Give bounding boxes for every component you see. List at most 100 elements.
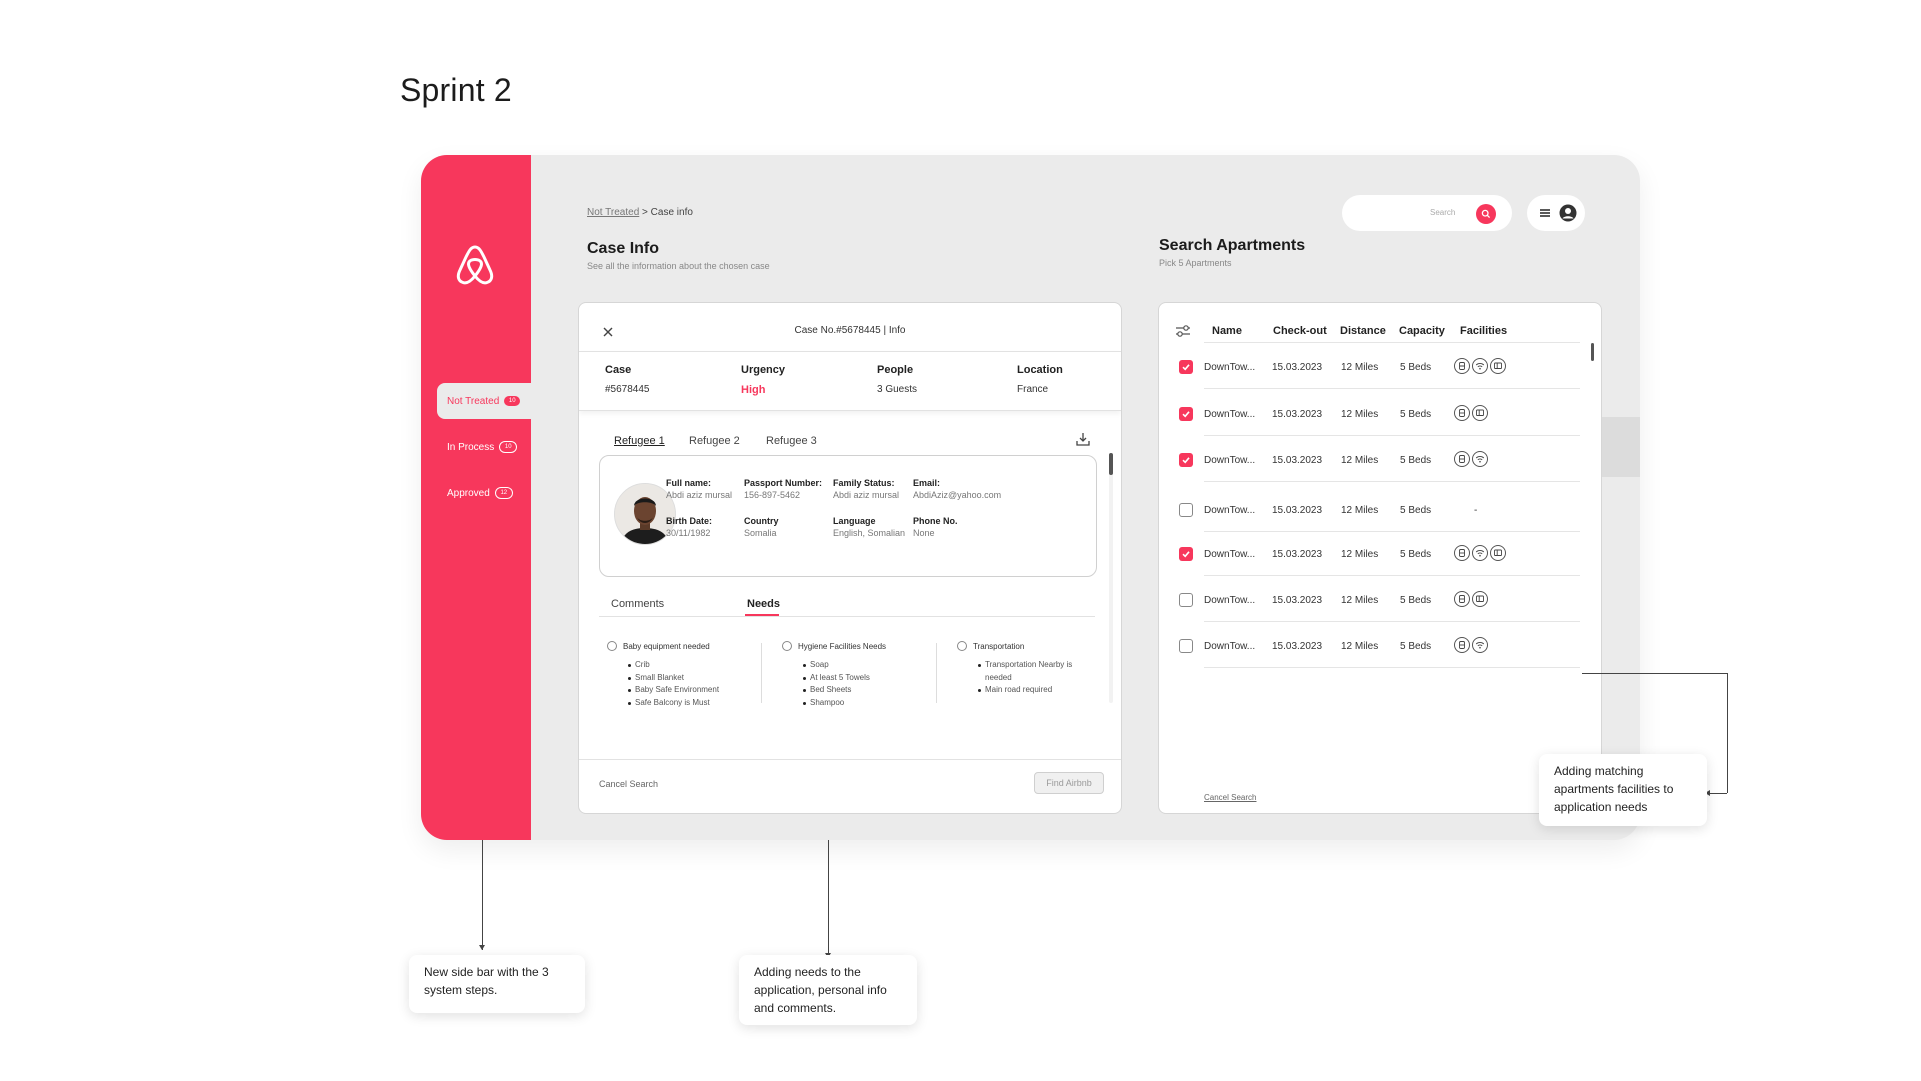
scrollbar-track[interactable] <box>1109 453 1113 703</box>
row-checkbox[interactable] <box>1179 453 1193 467</box>
bath-icon <box>1454 451 1470 467</box>
country-field: Country Somalia <box>744 516 779 538</box>
row-divider <box>1204 667 1580 668</box>
table-row[interactable]: DownTow... 15.03.2023 12 Miles 5 Beds <box>1159 436 1601 482</box>
sidebar-item-label: In Process <box>447 441 495 453</box>
distance-value: 12 Miles <box>1341 409 1379 420</box>
case-info-title: Case Info <box>587 240 660 257</box>
need-group-transportation: Transportation Transportation Nearby is … <box>957 641 1097 697</box>
birth-date-field: Birth Date: 30/11/1982 <box>666 516 712 538</box>
location-field: Location France <box>1017 364 1063 395</box>
breadcrumb-current: Case info <box>650 207 693 218</box>
close-icon[interactable] <box>601 325 615 339</box>
distance-value: 12 Miles <box>1341 595 1379 606</box>
cancel-search-link[interactable]: Cancel Search <box>1204 793 1257 802</box>
capacity-value: 5 Beds <box>1400 455 1432 466</box>
sidebar-item-not-treated[interactable]: Not Treated 10 <box>437 383 531 419</box>
tab-refugee-1[interactable]: Refugee 1 <box>614 435 665 447</box>
facility-icons <box>1454 545 1506 561</box>
row-checkbox[interactable] <box>1179 360 1193 374</box>
hamburger-icon <box>1540 209 1550 217</box>
wifi-icon <box>1472 545 1488 561</box>
count-badge: 10 <box>499 441 518 453</box>
field-label: Language <box>833 516 876 526</box>
checkout-date: 15.03.2023 <box>1272 595 1323 606</box>
case-info-card: Case No.#5678445 | Info Case #5678445 Ur… <box>578 302 1122 814</box>
table-row[interactable]: DownTow... 15.03.2023 12 Miles 5 Beds <box>1159 343 1601 389</box>
table-row[interactable]: DownTow... 15.03.2023 12 Miles 5 Beds <box>1159 390 1601 436</box>
case-footer: Cancel Search Find Airbnb <box>579 759 1121 813</box>
list-item: Baby Safe Environment <box>627 684 719 697</box>
search-button[interactable] <box>1476 204 1496 224</box>
email-field: Email: AbdiAziz@yahoo.com <box>913 478 1001 500</box>
column-header-capacity[interactable]: Capacity <box>1399 325 1445 337</box>
list-item: Main road required <box>978 684 1085 697</box>
facility-icons <box>1454 591 1488 607</box>
list-item: At least 5 Towels <box>802 672 886 685</box>
row-divider <box>1204 481 1580 482</box>
sidebar-item-in-process[interactable]: In Process 10 <box>437 429 547 465</box>
scrollbar-thumb[interactable] <box>1591 343 1594 361</box>
checkout-date: 15.03.2023 <box>1272 409 1323 420</box>
wifi-icon <box>1472 358 1488 374</box>
need-items: Crib Small Blanket Baby Safe Environment… <box>607 659 719 709</box>
list-item: Shampoo <box>802 697 886 710</box>
case-info-subtitle: See all the information about the chosen… <box>587 261 770 271</box>
need-heading: Baby equipment needed <box>607 641 719 651</box>
phone-field: Phone No. None <box>913 516 958 538</box>
user-menu-button[interactable] <box>1527 195 1585 231</box>
distance-value: 12 Miles <box>1341 641 1379 652</box>
arrow-head <box>479 945 485 950</box>
find-airbnb-button[interactable]: Find Airbnb <box>1034 772 1104 794</box>
row-checkbox[interactable] <box>1179 593 1193 607</box>
tab-comments[interactable]: Comments <box>611 598 665 610</box>
list-item: Bed Sheets <box>802 684 886 697</box>
need-group-baby: Baby equipment needed Crib Small Blanket… <box>607 641 719 709</box>
need-group-hygiene: Hygiene Facilities Needs Soap At least 5… <box>782 641 886 709</box>
search-input[interactable]: Search <box>1342 195 1512 231</box>
annotation-line <box>1727 673 1728 793</box>
table-row[interactable]: DownTow... 15.03.2023 12 Miles 5 Beds <box>1159 530 1601 576</box>
field-label: Full name: <box>666 478 712 488</box>
column-header-facilities[interactable]: Facilities <box>1460 325 1508 337</box>
distance-value: 12 Miles <box>1341 362 1379 373</box>
search-icon <box>1481 209 1491 219</box>
tab-refugee-3[interactable]: Refugee 3 <box>766 435 817 447</box>
field-value: Abdi aziz mursal <box>666 490 733 500</box>
capacity-value: 5 Beds <box>1400 362 1432 373</box>
tab-refugee-2[interactable]: Refugee 2 <box>689 435 740 447</box>
family-status-field: Family Status: Abdi aziz mursal <box>833 478 899 500</box>
row-checkbox[interactable] <box>1179 407 1193 421</box>
row-checkbox[interactable] <box>1179 503 1193 517</box>
apartment-name: DownTow... <box>1204 505 1256 516</box>
search-placeholder: Search <box>1430 208 1456 217</box>
header-divider <box>1204 342 1580 343</box>
language-field: Language English, Somalian <box>833 516 905 538</box>
need-heading: Hygiene Facilities Needs <box>782 641 886 651</box>
page-title: Sprint 2 <box>400 72 512 108</box>
field-label: Case <box>605 364 632 376</box>
cancel-search-link[interactable]: Cancel Search <box>599 779 659 789</box>
row-checkbox[interactable] <box>1179 639 1193 653</box>
tab-needs[interactable]: Needs <box>747 598 781 610</box>
need-title: Baby equipment needed <box>623 641 710 651</box>
need-title: Hygiene Facilities Needs <box>798 641 887 651</box>
row-divider <box>1204 575 1580 576</box>
row-checkbox[interactable] <box>1179 547 1193 561</box>
table-row[interactable]: DownTow... 15.03.2023 12 Miles 5 Beds <box>1159 576 1601 622</box>
sidebar-item-approved[interactable]: Approved 12 <box>437 475 547 511</box>
scrollbar-thumb[interactable] <box>1109 453 1113 475</box>
column-header-distance[interactable]: Distance <box>1340 325 1386 337</box>
search-apartments-title: Search Apartments <box>1159 237 1306 254</box>
column-header-checkout[interactable]: Check-out <box>1273 325 1327 337</box>
annotation-line <box>828 840 829 958</box>
filter-icon[interactable] <box>1175 323 1191 339</box>
checkout-date: 15.03.2023 <box>1272 455 1323 466</box>
table-row[interactable]: DownTow... 15.03.2023 12 Miles 5 Beds <box>1159 622 1601 668</box>
download-icon[interactable] <box>1075 431 1091 447</box>
field-label: Passport Number: <box>744 478 823 488</box>
table-row[interactable]: DownTow... 15.03.2023 12 Miles 5 Beds - <box>1159 486 1601 532</box>
facilities-empty: - <box>1474 505 1478 516</box>
breadcrumb-link-not-treated[interactable]: Not Treated <box>587 207 640 218</box>
column-header-name[interactable]: Name <box>1212 325 1242 337</box>
